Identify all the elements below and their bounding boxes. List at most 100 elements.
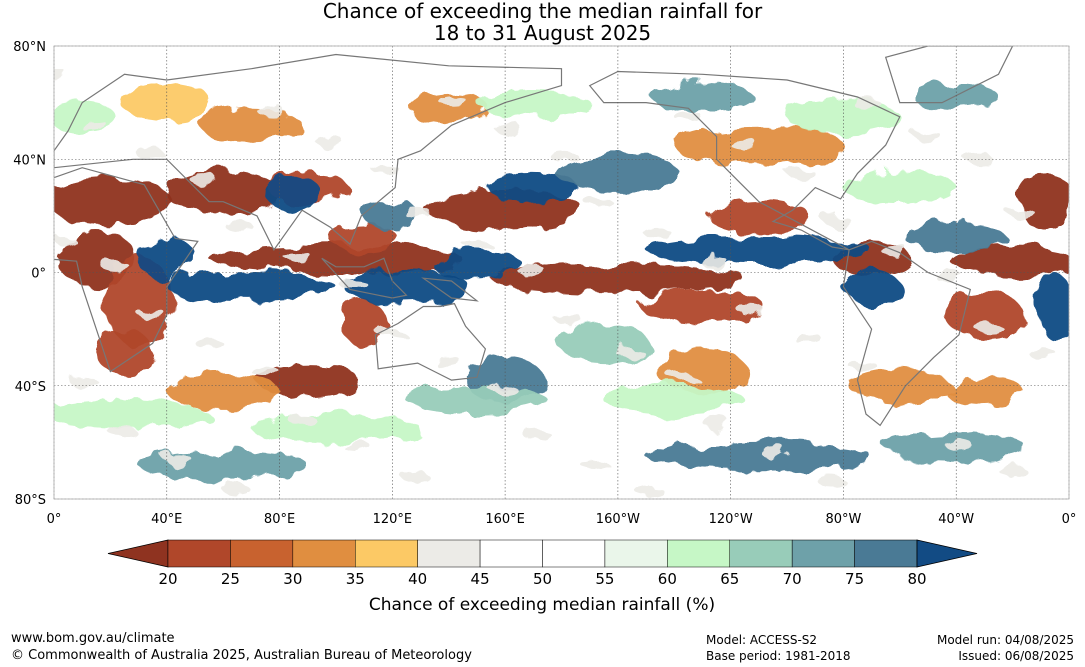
- colorbar-swatch: [854, 539, 918, 568]
- anomaly-blob: [138, 235, 195, 281]
- neutral-blob: [787, 168, 816, 179]
- neutral-blob: [493, 123, 522, 134]
- anomaly-blob: [944, 377, 1024, 406]
- coastline-path: [884, 46, 1014, 104]
- anomaly-blob: [1037, 272, 1069, 341]
- anomaly-blob: [944, 292, 1024, 338]
- neutral-blob: [581, 460, 610, 471]
- neutral-blob: [220, 482, 249, 493]
- neutral-blob: [344, 443, 373, 454]
- neutral-blob: [550, 151, 579, 162]
- colorbar-tick-label: 75: [845, 570, 864, 588]
- anomaly-blob: [1018, 173, 1069, 231]
- coastline-path: [374, 302, 487, 381]
- footer-model-run: Model run: 04/08/2025: [936, 633, 1074, 647]
- anomaly-blob: [409, 91, 489, 126]
- longitude-label: 40°W: [938, 512, 974, 527]
- neutral-blob: [643, 227, 672, 238]
- longitude-labels: 0° 40°E 80°E 120°E 160°E 160°W 120°W 80°W 40°W 0°: [47, 512, 1077, 527]
- neutral-blob: [998, 465, 1027, 476]
- map-frame: [53, 45, 1070, 500]
- neutral-blob: [612, 343, 641, 354]
- colorbar-swatch: [729, 539, 793, 568]
- neutral-blob: [524, 431, 553, 442]
- colorbar-tick-label: 20: [158, 570, 177, 588]
- anomaly-blob: [54, 399, 210, 429]
- anomaly-blob: [96, 329, 153, 375]
- neutral-blob: [406, 210, 435, 221]
- coastline-path: [842, 240, 972, 427]
- colorbar-tick-label: 30: [283, 570, 302, 588]
- neutral-blob: [730, 140, 759, 151]
- longitude-label: 160°W: [596, 512, 640, 527]
- neutral-blob: [519, 267, 548, 278]
- colorbar-tick-label: 35: [346, 570, 365, 588]
- neutral-blob: [973, 321, 1002, 332]
- colorbar-tick-label: 25: [221, 570, 240, 588]
- anomaly-blob: [406, 385, 548, 415]
- colorbar-swatch: [230, 539, 294, 568]
- neutral-blob: [369, 162, 398, 173]
- longitude-label: 40°E: [151, 512, 182, 527]
- anomaly-blob: [913, 82, 999, 112]
- neutral-blob: [1004, 205, 1033, 216]
- footer-base-period: Base period: 1981-2018: [706, 649, 851, 663]
- latitude-label: 80°S: [15, 493, 46, 508]
- longitude-label: 0°: [1062, 512, 1077, 527]
- colorbar-tick-label: 50: [533, 570, 552, 588]
- latitude-label: 40°N: [13, 153, 46, 168]
- anomaly-blob: [330, 224, 398, 253]
- footer-model: Model: ACCESS-S2: [706, 633, 818, 647]
- anomaly-blob: [657, 348, 748, 395]
- footer-url: www.bom.gov.au/climate: [11, 631, 175, 646]
- neutral-blob: [462, 239, 491, 250]
- coastline-path: [421, 277, 479, 302]
- neutral-blob: [488, 383, 517, 394]
- neutral-blob: [164, 454, 193, 465]
- anomaly-blob: [488, 173, 579, 202]
- coastline-path: [54, 53, 563, 251]
- neutral-blob: [555, 315, 584, 326]
- anomaly-blob: [54, 179, 173, 225]
- colorbar-swatch: [667, 539, 730, 568]
- neutral-blob: [699, 256, 728, 267]
- anomaly-blob: [364, 201, 421, 231]
- anomaly-blob: [849, 368, 951, 403]
- colorbar-swatches: [107, 539, 978, 568]
- anomaly-blob: [265, 176, 322, 211]
- colorbar-swatch: [355, 539, 418, 568]
- neutral-blob: [54, 69, 68, 80]
- neutral-blob: [854, 100, 883, 111]
- neutral-blob: [251, 366, 280, 377]
- colorbar-swatch: [479, 539, 543, 568]
- neutral-blob: [967, 157, 996, 168]
- anomaly-blob: [843, 269, 900, 304]
- latitude-label: 40°S: [15, 380, 46, 395]
- anomaly-blob: [200, 108, 303, 143]
- neutral-blob: [288, 414, 317, 425]
- colorbar-swatch: [542, 539, 606, 568]
- anomaly-blob: [651, 82, 754, 112]
- neutral-blob: [338, 278, 367, 289]
- neutral-blob: [375, 326, 404, 337]
- neutral-blob: [637, 488, 666, 499]
- colorbar-tick-label: 40: [408, 570, 427, 588]
- neutral-blob: [674, 111, 703, 122]
- longitude-label: 160°E: [485, 512, 525, 527]
- latitude-label: 80°N: [13, 40, 46, 55]
- longitude-label: 80°E: [264, 512, 295, 527]
- footer-dates: Model run: 04/08/2025 Issued: 06/08/2025: [937, 632, 1074, 664]
- anomaly-blob: [344, 266, 469, 307]
- colorbar-tick-label: 80: [907, 570, 926, 588]
- neutral-blob: [138, 309, 167, 320]
- latitude-label: 0°: [31, 267, 46, 282]
- neutral-blob: [792, 332, 821, 343]
- anomaly-blob: [166, 374, 280, 409]
- anomaly-blob: [885, 433, 1027, 463]
- colorbar-swatch: [791, 539, 855, 568]
- colorbar-arrow-high: [916, 539, 978, 568]
- longitude-label: 120°W: [709, 512, 753, 527]
- colorbar-tick-label: 65: [720, 570, 739, 588]
